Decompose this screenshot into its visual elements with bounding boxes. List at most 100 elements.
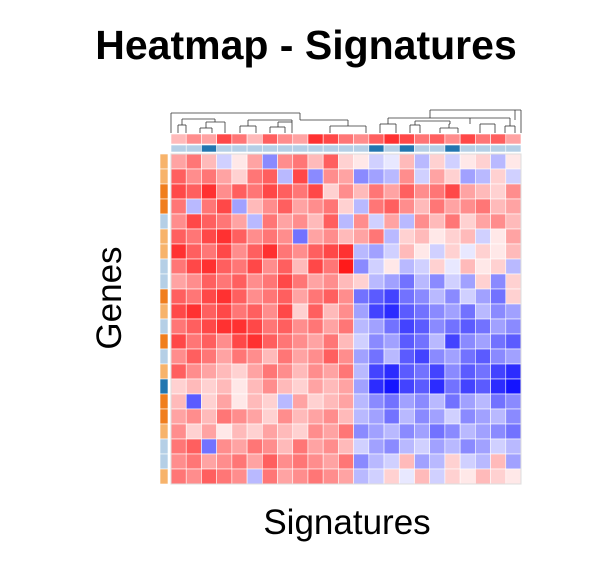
heatmap-cell bbox=[429, 318, 446, 335]
heatmap-cell bbox=[292, 453, 309, 470]
heatmap-cell bbox=[353, 198, 370, 215]
heatmap-cell bbox=[292, 423, 309, 440]
heatmap-cell bbox=[277, 183, 294, 200]
column-value-cell bbox=[383, 133, 400, 145]
heatmap-cell bbox=[262, 153, 278, 170]
heatmap-cell bbox=[170, 348, 187, 365]
heatmap-cell bbox=[277, 318, 294, 335]
heatmap-cell bbox=[231, 408, 248, 425]
heatmap-cell bbox=[246, 228, 263, 245]
heatmap-cell bbox=[231, 453, 248, 470]
heatmap-cell bbox=[277, 303, 294, 320]
heatmap-cell bbox=[185, 318, 202, 335]
column-annotation-cell bbox=[246, 144, 263, 153]
heatmap-cell bbox=[414, 198, 430, 215]
heatmap-cell bbox=[490, 183, 507, 200]
heatmap-cell bbox=[505, 453, 522, 470]
heatmap-cell bbox=[307, 348, 324, 365]
heatmap-cell bbox=[216, 423, 233, 440]
heatmap-cell bbox=[429, 423, 446, 440]
column-value-cell bbox=[292, 133, 309, 145]
column-annotation-cell bbox=[262, 144, 278, 153]
heatmap-cell bbox=[292, 393, 309, 410]
heatmap-cell bbox=[429, 378, 446, 395]
heatmap-cell bbox=[353, 378, 370, 395]
row-annotation-strip bbox=[159, 153, 169, 485]
heatmap-cell bbox=[505, 348, 522, 365]
heatmap-cell bbox=[429, 168, 446, 185]
heatmap-cell bbox=[262, 348, 278, 365]
heatmap-cell bbox=[216, 348, 233, 365]
heatmap-cell bbox=[414, 363, 430, 380]
heatmap-cell bbox=[459, 288, 476, 305]
heatmap-cell bbox=[459, 198, 476, 215]
row-annotation-cell bbox=[159, 363, 169, 380]
heatmap-cell bbox=[292, 258, 309, 275]
heatmap-cell bbox=[414, 273, 430, 290]
heatmap-cell bbox=[475, 468, 491, 485]
heatmap-cell bbox=[322, 183, 339, 200]
heatmap-cell bbox=[338, 258, 354, 275]
heatmap-cell bbox=[475, 393, 491, 410]
heatmap-cell bbox=[368, 363, 385, 380]
heatmap-cell bbox=[246, 393, 263, 410]
heatmap-cell bbox=[246, 198, 263, 215]
column-annotation-cell bbox=[444, 144, 461, 153]
heatmap-cell bbox=[338, 318, 354, 335]
heatmap-cell bbox=[338, 378, 354, 395]
column-annotation-cell bbox=[505, 144, 522, 153]
heatmap-cell bbox=[414, 288, 430, 305]
heatmap-cell bbox=[459, 408, 476, 425]
heatmap-cell bbox=[414, 153, 430, 170]
row-annotation-cell bbox=[159, 453, 169, 470]
heatmap-cell bbox=[414, 453, 430, 470]
heatmap-cell bbox=[170, 378, 187, 395]
heatmap-cell bbox=[231, 333, 248, 350]
heatmap-cell bbox=[292, 363, 309, 380]
heatmap-cell bbox=[201, 153, 217, 170]
heatmap-cell bbox=[505, 243, 522, 260]
heatmap-cell bbox=[353, 168, 370, 185]
column-annotation-cell bbox=[307, 144, 324, 153]
heatmap-cell bbox=[338, 168, 354, 185]
heatmap-cell bbox=[368, 273, 385, 290]
y-axis-label: Genes bbox=[90, 246, 129, 350]
heatmap-cell bbox=[490, 333, 507, 350]
heatmap-cell bbox=[246, 213, 263, 230]
heatmap-cell bbox=[368, 198, 385, 215]
heatmap-cell bbox=[292, 168, 309, 185]
heatmap-cell bbox=[429, 408, 446, 425]
heatmap-cell bbox=[459, 378, 476, 395]
heatmap-cell bbox=[505, 198, 522, 215]
heatmap-cell bbox=[185, 303, 202, 320]
heatmap-cell bbox=[170, 318, 187, 335]
heatmap-cell bbox=[322, 468, 339, 485]
heatmap-cell bbox=[353, 363, 370, 380]
row-annotation-cell bbox=[159, 318, 169, 335]
heatmap-cell bbox=[475, 273, 491, 290]
heatmap-cell bbox=[170, 153, 187, 170]
heatmap-cell bbox=[414, 168, 430, 185]
heatmap-cell bbox=[444, 423, 461, 440]
heatmap-cell bbox=[262, 213, 278, 230]
heatmap-cell bbox=[185, 408, 202, 425]
heatmap-cell bbox=[505, 288, 522, 305]
heatmap-cell bbox=[277, 423, 294, 440]
heatmap-cell bbox=[185, 378, 202, 395]
heatmap-cell bbox=[216, 303, 233, 320]
heatmap-cell bbox=[414, 468, 430, 485]
heatmap-cell bbox=[170, 468, 187, 485]
heatmap-cell bbox=[444, 318, 461, 335]
heatmap-cell bbox=[246, 468, 263, 485]
heatmap-cell bbox=[201, 228, 217, 245]
heatmap-cell bbox=[201, 363, 217, 380]
heatmap-cell bbox=[398, 408, 415, 425]
heatmap-cell bbox=[322, 378, 339, 395]
heatmap-cell bbox=[262, 288, 278, 305]
heatmap-cell bbox=[307, 243, 324, 260]
column-annotation-cell bbox=[231, 144, 248, 153]
heatmap-cell bbox=[475, 318, 491, 335]
heatmap-cell bbox=[475, 378, 491, 395]
heatmap-cell bbox=[338, 393, 354, 410]
heatmap-cell bbox=[414, 378, 430, 395]
